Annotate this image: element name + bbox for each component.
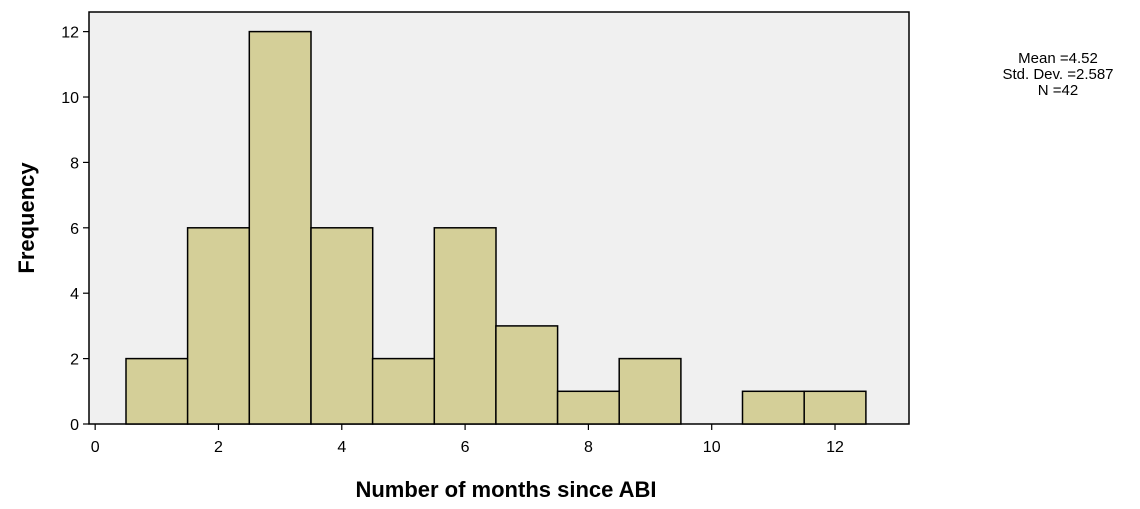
x-tick-label: 8 xyxy=(584,439,593,456)
x-axis-ticks: 0 2 4 6 8 10 12 xyxy=(91,424,844,456)
y-tick-label: 2 xyxy=(70,352,79,369)
x-axis-title: Number of months since ABI xyxy=(355,477,656,502)
x-tick-label: 0 xyxy=(91,439,100,456)
histogram-bar xyxy=(186,227,251,425)
x-tick-label: 10 xyxy=(703,439,721,456)
y-tick-label: 10 xyxy=(61,90,79,107)
x-tick-label: 2 xyxy=(214,439,223,456)
x-tick-label: 6 xyxy=(461,439,470,456)
histogram-bar xyxy=(803,390,867,425)
stats-std-dev: Std. Dev. =2.587 xyxy=(1002,66,1114,83)
y-axis-title: Frequency xyxy=(14,162,39,274)
histogram-bar xyxy=(310,227,374,425)
y-tick-label: 8 xyxy=(70,155,79,172)
histogram-bar xyxy=(495,325,559,425)
y-tick-label: 4 xyxy=(70,286,79,303)
y-axis-ticks: 0 2 4 6 8 10 12 xyxy=(61,25,89,434)
y-tick-label: 0 xyxy=(70,417,79,434)
histogram-bars xyxy=(125,30,867,425)
y-tick-label: 6 xyxy=(70,221,79,238)
stats-mean: Mean =4.52 xyxy=(1018,50,1098,67)
histogram-bar xyxy=(618,357,682,425)
histogram-bar xyxy=(125,357,189,425)
y-tick-label: 12 xyxy=(61,25,79,42)
histogram-bar xyxy=(433,227,497,425)
histogram-bar xyxy=(248,30,312,425)
x-tick-label: 4 xyxy=(337,439,346,456)
histogram-bar xyxy=(741,390,805,425)
x-tick-label: 12 xyxy=(826,439,844,456)
stats-box: Mean =4.52 Std. Dev. =2.587 N =42 xyxy=(968,51,1140,99)
histogram-bar xyxy=(371,357,436,425)
histogram-bar xyxy=(556,390,621,425)
stats-n: N =42 xyxy=(1037,82,1079,99)
